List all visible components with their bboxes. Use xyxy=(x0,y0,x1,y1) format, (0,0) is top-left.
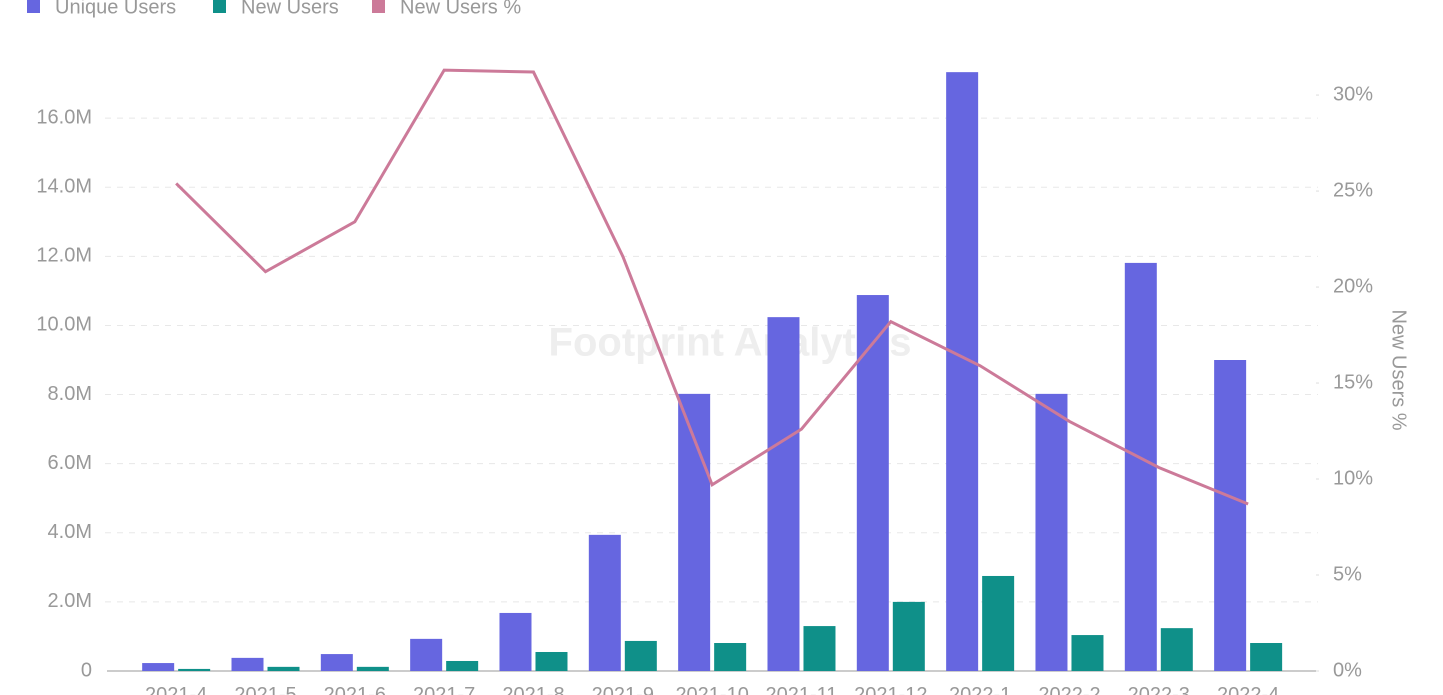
x-tick-label: 2021-10 xyxy=(675,684,748,695)
x-tick-label: 2022-1 xyxy=(949,684,1011,695)
y-tick-label: 8.0M xyxy=(48,383,92,405)
bar xyxy=(767,317,800,671)
y-tick-label: 4.0M xyxy=(48,521,92,543)
bar xyxy=(856,295,889,671)
x-tick-label: 2021-7 xyxy=(413,684,475,695)
y2-tick-label: 25% xyxy=(1333,179,1373,201)
legend-swatch xyxy=(27,0,40,13)
bar xyxy=(499,612,532,671)
y-tick-label: 2.0M xyxy=(48,590,92,612)
bar xyxy=(356,666,389,671)
bar xyxy=(320,654,353,671)
bar xyxy=(267,666,300,671)
x-tick-label: 2022-3 xyxy=(1128,684,1190,695)
bar xyxy=(535,651,568,671)
y2-tick-label: 15% xyxy=(1333,371,1373,393)
bar xyxy=(1035,393,1068,671)
bar xyxy=(142,663,175,671)
y-tick-label: 0 xyxy=(81,659,92,681)
y2-tick-label: 5% xyxy=(1333,563,1362,585)
bar xyxy=(231,657,264,671)
bar xyxy=(1214,360,1247,671)
bar xyxy=(624,640,657,671)
legend-swatch xyxy=(213,0,226,13)
y-tick-label: 10.0M xyxy=(36,314,92,336)
legend-label: New Users xyxy=(241,0,339,18)
line xyxy=(175,68,1249,506)
y2-axis-label: New Users % xyxy=(1388,309,1410,430)
watermark: Footprint Analytics xyxy=(549,321,912,365)
x-tick-label: 2021-11 xyxy=(766,684,838,695)
x-tick-label: 2022-2 xyxy=(1038,684,1100,695)
y-tick-label: 6.0M xyxy=(48,452,92,474)
bar xyxy=(178,668,211,671)
bar xyxy=(892,601,925,671)
bar xyxy=(1160,628,1193,671)
bar xyxy=(982,575,1015,671)
y2-tick-label: 10% xyxy=(1333,467,1373,489)
bar xyxy=(714,643,747,671)
legend-label: Unique Users xyxy=(55,0,176,18)
x-tick-label: 2021-8 xyxy=(502,684,564,695)
legend-swatch xyxy=(372,0,385,13)
y-tick-label: 16.0M xyxy=(36,106,92,128)
x-tick-label: 2021-5 xyxy=(234,684,296,695)
y2-tick-label: 30% xyxy=(1333,83,1373,105)
x-tick-label: 2021-6 xyxy=(324,684,386,695)
bar xyxy=(1250,643,1283,671)
y-tick-label: 14.0M xyxy=(36,176,92,198)
bar xyxy=(803,626,836,671)
legend-label: New Users % xyxy=(400,0,521,18)
bar xyxy=(446,660,479,671)
y2-tick-label: 20% xyxy=(1333,275,1373,297)
bar xyxy=(946,72,979,671)
bar xyxy=(1124,262,1157,671)
x-tick-label: 2021-9 xyxy=(592,684,654,695)
x-tick-label: 2021-4 xyxy=(145,684,207,695)
x-tick-label: 2021-12 xyxy=(854,684,927,695)
x-tick-label: 2022-4 xyxy=(1217,684,1279,695)
y-tick-label: 12.0M xyxy=(36,245,92,267)
y2-tick-label: 0% xyxy=(1333,659,1362,681)
bar xyxy=(410,638,443,671)
bar xyxy=(588,534,621,671)
bar xyxy=(1071,635,1104,671)
